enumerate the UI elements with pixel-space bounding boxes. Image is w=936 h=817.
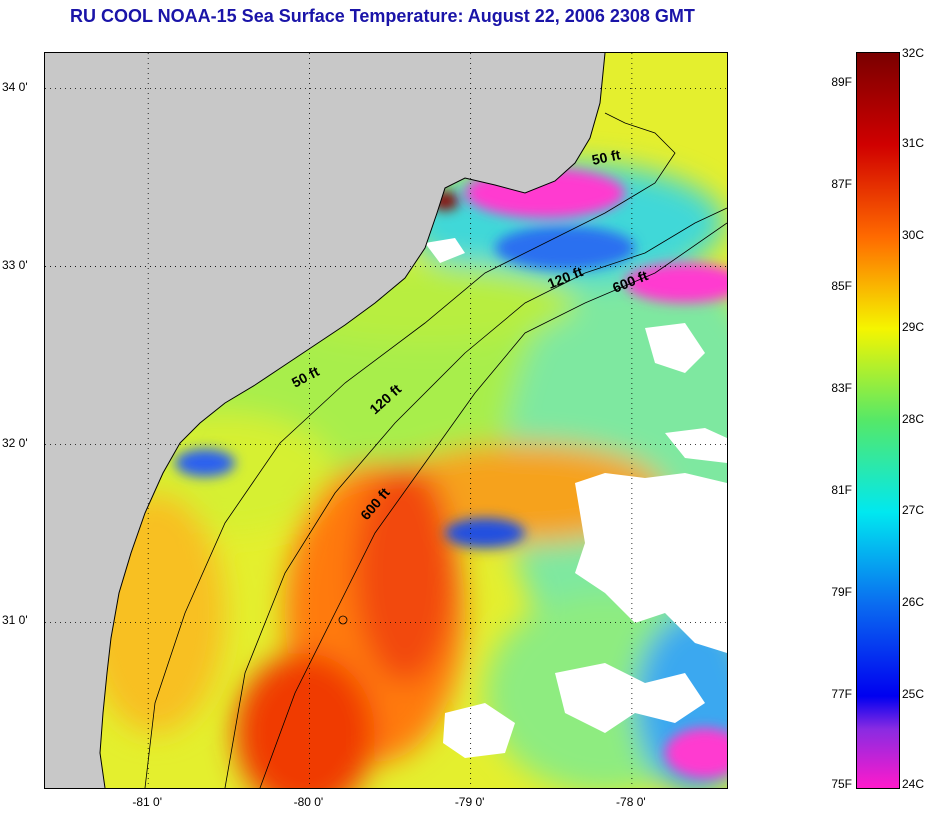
contour-600ft	[259, 222, 727, 788]
colorbar-fahrenheit-tick: 85F	[831, 278, 852, 293]
colorbar-celsius-tick: 32C	[902, 46, 925, 60]
colorbar-fahrenheit-tick: 87F	[831, 176, 852, 191]
longitude-tick-label: -79 0'	[454, 795, 485, 809]
colorbar-fahrenheit-tick: 83F	[831, 380, 852, 395]
longitude-tick-label: -80 0'	[293, 795, 324, 809]
colorbar-celsius-tick: 30C	[902, 227, 925, 242]
sst-map: 50 ft 120 ft 600 ft 50 ft 120 ft 600 ft	[44, 52, 728, 789]
temperature-colorbar	[856, 52, 900, 789]
contour-50ft	[144, 112, 676, 788]
sst-map-canvas: 50 ft 120 ft 600 ft 50 ft 120 ft 600 ft	[45, 53, 727, 788]
map-title: RU COOL NOAA-15 Sea Surface Temperature:…	[70, 6, 695, 26]
contour-label-50ft-north: 50 ft	[590, 146, 622, 168]
latitude-tick-label: 34 0'	[2, 79, 28, 94]
colorbar-celsius-tick: 29C	[902, 319, 925, 334]
colorbar-celsius-tick: 27C	[902, 503, 925, 518]
longitude-tick-label: -81 0'	[132, 795, 162, 809]
colorbar-celsius-tick: 25C	[902, 687, 925, 702]
longitude-tick-label: -78 0'	[616, 795, 646, 809]
sst-patch	[235, 653, 375, 788]
colorbar-fahrenheit-tick: 89F	[831, 74, 852, 89]
colorbar-celsius-tick: 28C	[902, 411, 925, 426]
contour-120ft	[224, 207, 727, 788]
lat-lon-grid	[45, 53, 727, 788]
coastline	[99, 53, 606, 788]
sst-patch	[355, 463, 455, 683]
station-marker	[338, 615, 348, 625]
colorbar-celsius-tick: 24C	[902, 777, 925, 791]
sst-field	[100, 53, 727, 788]
cold-patch	[665, 728, 727, 778]
cloud-cover	[425, 238, 727, 758]
colorbar-fahrenheit-tick: 81F	[831, 482, 852, 497]
cold-patch	[445, 518, 525, 548]
colorbar-fahrenheit-tick: 79F	[831, 585, 852, 600]
latitude-tick-label: 33 0'	[2, 257, 28, 272]
colorbar-celsius-tick: 26C	[902, 595, 925, 610]
colorbar-fahrenheit-tick: 75F	[831, 777, 852, 791]
cold-patch	[175, 449, 235, 477]
cold-patch	[495, 226, 635, 270]
latitude-tick-label: 31 0'	[2, 613, 28, 628]
colorbar-celsius-tick: 31C	[902, 135, 925, 150]
colorbar-fahrenheit-tick: 77F	[831, 687, 852, 702]
latitude-tick-label: 32 0'	[2, 435, 28, 450]
